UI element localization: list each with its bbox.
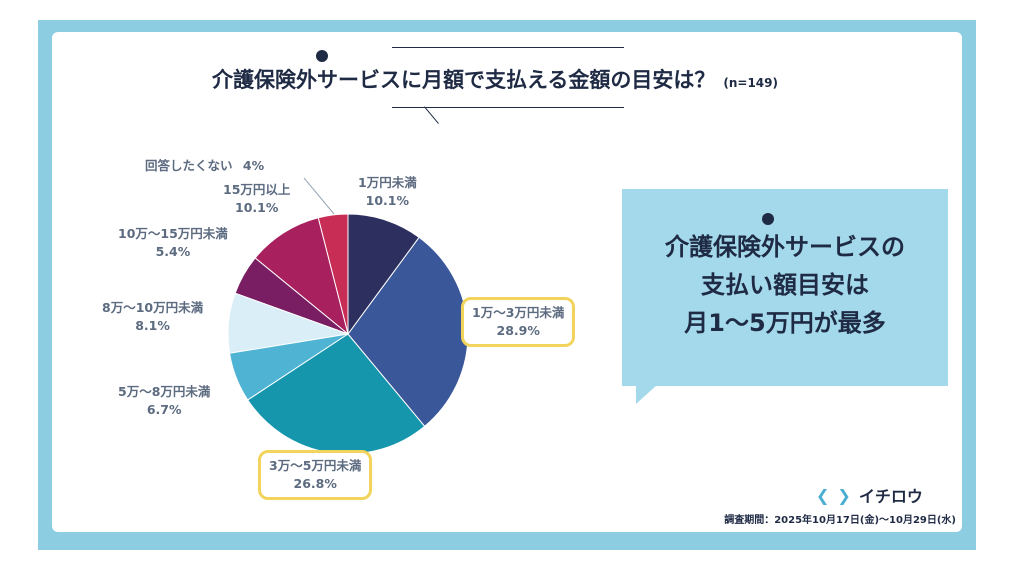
title-rule-bottom <box>392 107 624 108</box>
slice-label-5: 8万～10万円未満 8.1% <box>102 299 203 335</box>
callout-line-3: 月1～5万円が最多 <box>684 309 886 337</box>
title-rule-top <box>392 47 624 48</box>
survey-period: 調査期間：2025年10月17日(金)～10月29日(水) <box>724 515 956 526</box>
slice-value-1: 10.1% <box>365 193 410 208</box>
slice-name-8: 回答したくない <box>145 158 233 173</box>
slice-value-6: 5.4% <box>155 244 191 259</box>
slice-label-1: 1万円未満 10.1% <box>358 174 417 210</box>
slice-label-2: 1万～3万円未満 28.9% <box>461 297 576 347</box>
slice-label-4: 5万～8万円未満 6.7% <box>118 383 210 419</box>
slice-name-3: 3万～5万円未満 <box>269 458 362 473</box>
slice-value-8: 4% <box>242 158 265 173</box>
chevron-left-icon: ❮ <box>816 485 830 505</box>
chevron-right-icon: ❯ <box>837 485 851 505</box>
slice-name-2: 1万～3万円未満 <box>472 305 565 320</box>
slice-name-4: 5万～8万円未満 <box>118 384 211 399</box>
slice-name-5: 8万～10万円未満 <box>102 300 204 315</box>
callout-text: 介護保険外サービスの 支払い額目安は 月1～5万円が最多 <box>622 228 948 342</box>
chart-title-text: 介護保険外サービスに月額で支払える金額の目安は？ <box>212 68 716 92</box>
summary-callout <box>622 189 948 386</box>
brand-name: イチロウ <box>858 487 923 506</box>
callout-dot-icon <box>762 213 774 225</box>
callout-line-1: 介護保険外サービスの <box>665 233 905 261</box>
chart-title: 介護保険外サービスに月額で支払える金額の目安は？ (n=149) <box>212 64 778 94</box>
slice-name-6: 10万～15万円未満 <box>118 226 228 241</box>
leader-line-decline <box>303 177 335 215</box>
slice-label-7: 15万円以上 10.1% <box>223 181 290 217</box>
pie-slice-1 <box>347 213 420 336</box>
slice-label-3: 3万～5万円未満 26.8% <box>258 450 373 500</box>
slice-name-7: 15万円以上 <box>223 182 291 197</box>
slice-value-3: 26.8% <box>293 476 337 491</box>
callout-tail <box>636 384 658 404</box>
pie-slice-7 <box>254 217 349 336</box>
slice-name-1: 1万円未満 <box>358 175 417 190</box>
slice-value-7: 10.1% <box>235 200 279 215</box>
slice-value-4: 6.7% <box>146 402 182 417</box>
sample-size: (n=149) <box>723 76 778 90</box>
slice-value-5: 8.1% <box>135 318 170 333</box>
slice-label-6: 10万～15万円未満 5.4% <box>118 225 228 261</box>
slice-value-2: 28.9% <box>496 323 540 338</box>
brand-logo: ❮ ❯ イチロウ <box>816 483 923 507</box>
title-dot-icon <box>316 50 328 62</box>
callout-line-2: 支払い額目安は <box>701 271 869 299</box>
slice-label-8: 回答したくない 4% <box>145 157 264 175</box>
